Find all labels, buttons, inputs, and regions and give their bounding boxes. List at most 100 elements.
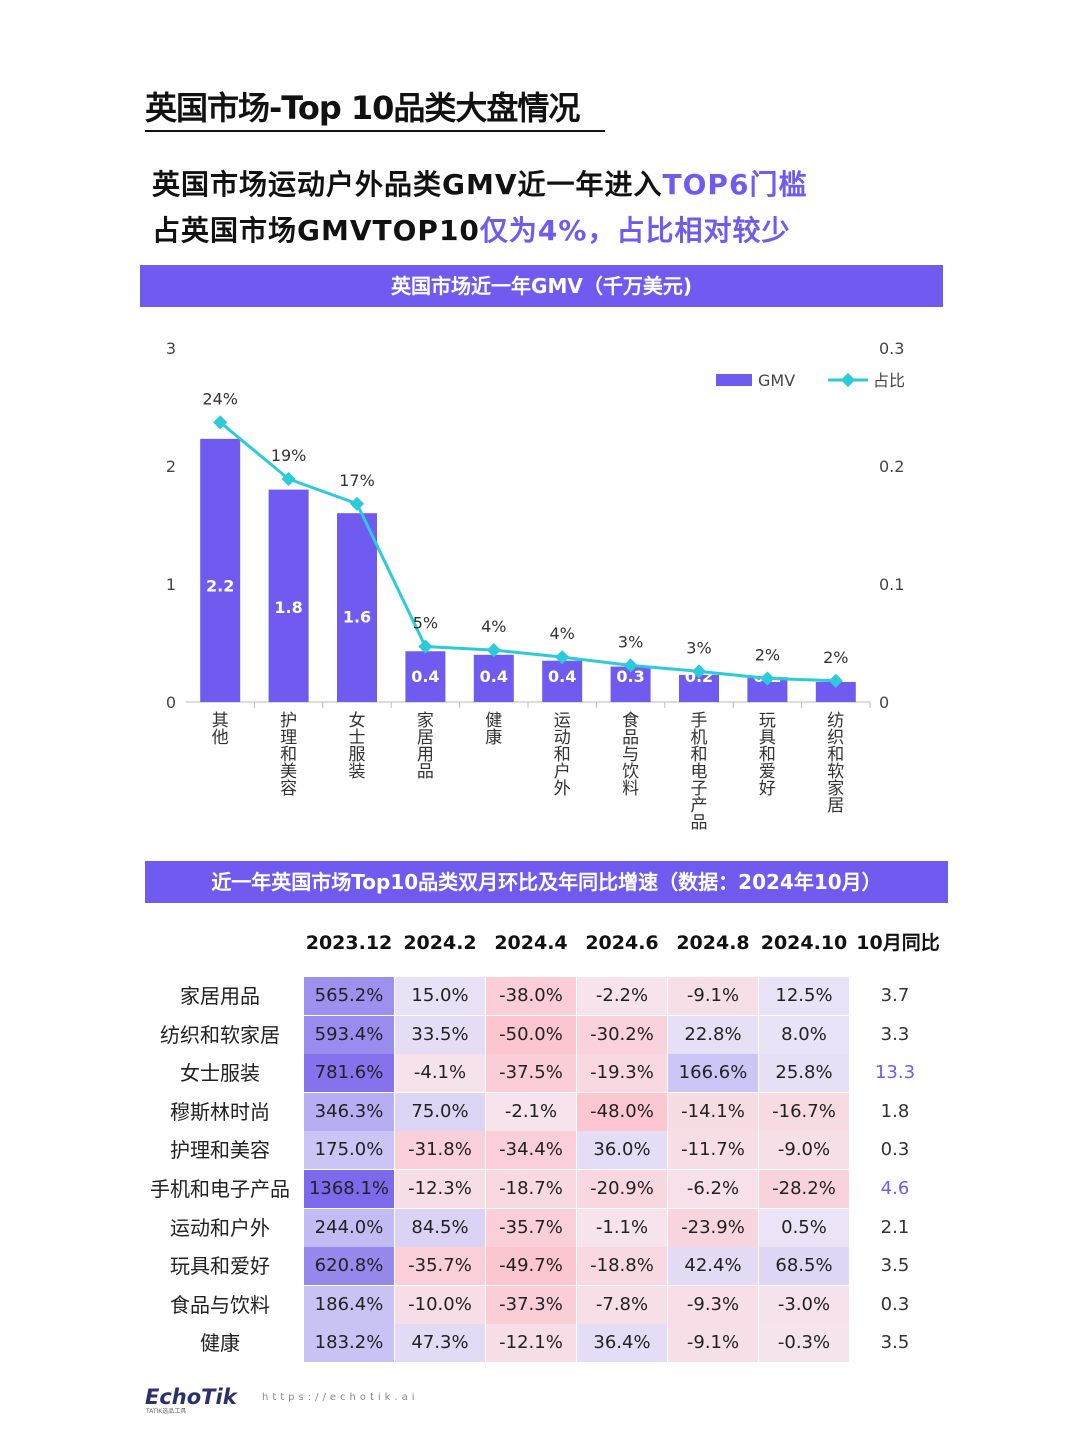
table-yoy-cell: 2.1 <box>880 1216 910 1238</box>
table-cell: 15.0% <box>395 977 485 1015</box>
table-column-header: 2024.6 <box>585 932 659 954</box>
table-yoy-cell: 0.3 <box>880 1293 910 1315</box>
share-point-label: 4% <box>481 617 506 636</box>
table-column-header: 2024.4 <box>494 932 568 954</box>
x-category-label: 家居用品 <box>417 711 434 782</box>
table-cell: 244.0% <box>304 1208 394 1247</box>
table-row-label: 护理和美容 <box>170 1138 270 1163</box>
table-cell: -37.5% <box>486 1054 576 1093</box>
gmv-bar <box>405 651 446 702</box>
table-banner: 近一年英国市场Top10品类双月环比及年同比增速（数据：2024年10月） <box>145 861 948 903</box>
gmv-bar-value-label: 0.3 <box>616 667 644 686</box>
y-right-tick-label: 0 <box>879 693 889 712</box>
x-category-label: 健康 <box>485 711 502 748</box>
share-point-label: 3% <box>618 632 643 651</box>
table-cell: -14.1% <box>668 1092 758 1131</box>
table-cell: -31.8% <box>395 1131 485 1170</box>
table-cell: -20.9% <box>577 1170 667 1208</box>
table-cell: 175.0% <box>304 1131 394 1170</box>
table-row-label: 运动和户外 <box>170 1215 270 1240</box>
share-point <box>555 650 570 665</box>
table-row-label: 穆斯林时尚 <box>170 1099 270 1124</box>
table-yoy-cell: 3.7 <box>880 985 910 1006</box>
table-cell: -18.7% <box>486 1170 576 1208</box>
table-cell: 593.4% <box>304 1015 394 1054</box>
table-cell: 42.4% <box>668 1247 758 1286</box>
table-yoy-cell: 3.3 <box>880 1023 910 1045</box>
headline-line-1: 英国市场运动户外品类GMV近一年进入TOP6门槛 <box>152 163 807 203</box>
table-cell: 36.0% <box>577 1131 667 1170</box>
table-cell: -10.0% <box>395 1285 485 1324</box>
table-column-header: 10月同比 <box>856 932 940 954</box>
legend-gmv-label: GMV <box>758 371 795 390</box>
y-right-tick-label: 0.1 <box>879 575 904 594</box>
chart-banner: 英国市场近一年GMV（千万美元) <box>140 265 943 307</box>
y-left-tick-label: 0 <box>166 693 176 712</box>
share-point-label: 19% <box>271 446 307 465</box>
table-cell: -34.4% <box>486 1131 576 1170</box>
table-cell: -49.7% <box>486 1247 576 1286</box>
table-cell: -19.3% <box>577 1054 667 1093</box>
gmv-bar-value-label: 1.8 <box>274 598 302 617</box>
gmv-bar-value-label: 1.6 <box>343 608 371 627</box>
legend-share-label: 占比 <box>873 371 905 390</box>
share-point-label: 5% <box>413 614 438 633</box>
x-category-label: 运动和户外 <box>554 711 571 799</box>
share-point <box>349 496 365 511</box>
table-cell: -37.3% <box>486 1285 576 1324</box>
table-cell: -0.3% <box>759 1324 849 1363</box>
table-row-label: 手机和电子产品 <box>150 1177 290 1201</box>
x-category-label: 女士服装 <box>349 711 366 782</box>
table-cell: -9.3% <box>668 1285 758 1324</box>
gmv-bar-value-label: 0.4 <box>480 667 508 686</box>
y-right-tick-label: 0.2 <box>879 457 904 476</box>
table-column-header: 2024.8 <box>676 932 750 954</box>
share-point <box>828 673 843 688</box>
table-cell: -48.0% <box>577 1092 667 1131</box>
share-point <box>418 639 433 654</box>
table-cell: 1368.1% <box>304 1170 394 1208</box>
y-right-tick-label: 0.3 <box>879 339 904 358</box>
share-point <box>486 643 501 658</box>
table-cell: -50.0% <box>486 1015 576 1054</box>
table-cell: -2.1% <box>486 1092 576 1131</box>
table-row-label: 家居用品 <box>180 984 260 1008</box>
table-cell: -3.0% <box>759 1285 849 1324</box>
share-point <box>691 664 707 679</box>
table-cell: -23.9% <box>668 1208 758 1247</box>
table-cell: -4.1% <box>395 1054 485 1093</box>
table-cell: -35.7% <box>395 1247 485 1286</box>
table-cell: -2.2% <box>577 977 667 1015</box>
share-point-label: 2% <box>823 648 848 667</box>
table-cell: 186.4% <box>304 1285 394 1324</box>
table-cell: 75.0% <box>395 1092 485 1131</box>
table-yoy-cell: 3.5 <box>880 1332 910 1354</box>
gmv-bar <box>268 489 309 702</box>
gmv-bar <box>542 660 583 702</box>
x-category-label: 玩具和爱好 <box>759 711 776 799</box>
headline-line-1-text: 英国市场运动户外品类GMV近一年进入 <box>152 168 663 201</box>
table-yoy-cell: 4.6 <box>880 1178 910 1199</box>
gmv-bar <box>200 438 241 702</box>
table-cell: 346.3% <box>304 1092 394 1131</box>
table-row-label: 食品与饮料 <box>170 1292 270 1317</box>
share-point-label: 4% <box>550 624 575 643</box>
logo-subtitle: TATIK选品工具 <box>146 1408 187 1415</box>
table-cell: -30.2% <box>577 1015 667 1054</box>
x-category-label: 护理和美容 <box>280 711 297 799</box>
share-point-label: 17% <box>339 471 375 490</box>
y-left-tick-label: 3 <box>166 339 176 358</box>
table-yoy-cell: 0.3 <box>880 1139 910 1161</box>
page-title: 英国市场-Top 10品类大盘情况 <box>145 86 605 132</box>
table-cell: -1.1% <box>577 1208 667 1247</box>
table-row-label: 女士服装 <box>180 1061 260 1086</box>
x-category-label: 纺织和软家居 <box>827 711 844 816</box>
table-cell: 12.5% <box>759 977 849 1015</box>
table-cell: 68.5% <box>759 1247 849 1286</box>
gmv-bar <box>610 666 651 702</box>
table-cell: 84.5% <box>395 1208 485 1247</box>
table-cell: -16.7% <box>759 1092 849 1131</box>
table-cell: 47.3% <box>395 1324 485 1363</box>
share-point-label: 2% <box>755 645 780 664</box>
table-cell: -38.0% <box>486 977 576 1015</box>
